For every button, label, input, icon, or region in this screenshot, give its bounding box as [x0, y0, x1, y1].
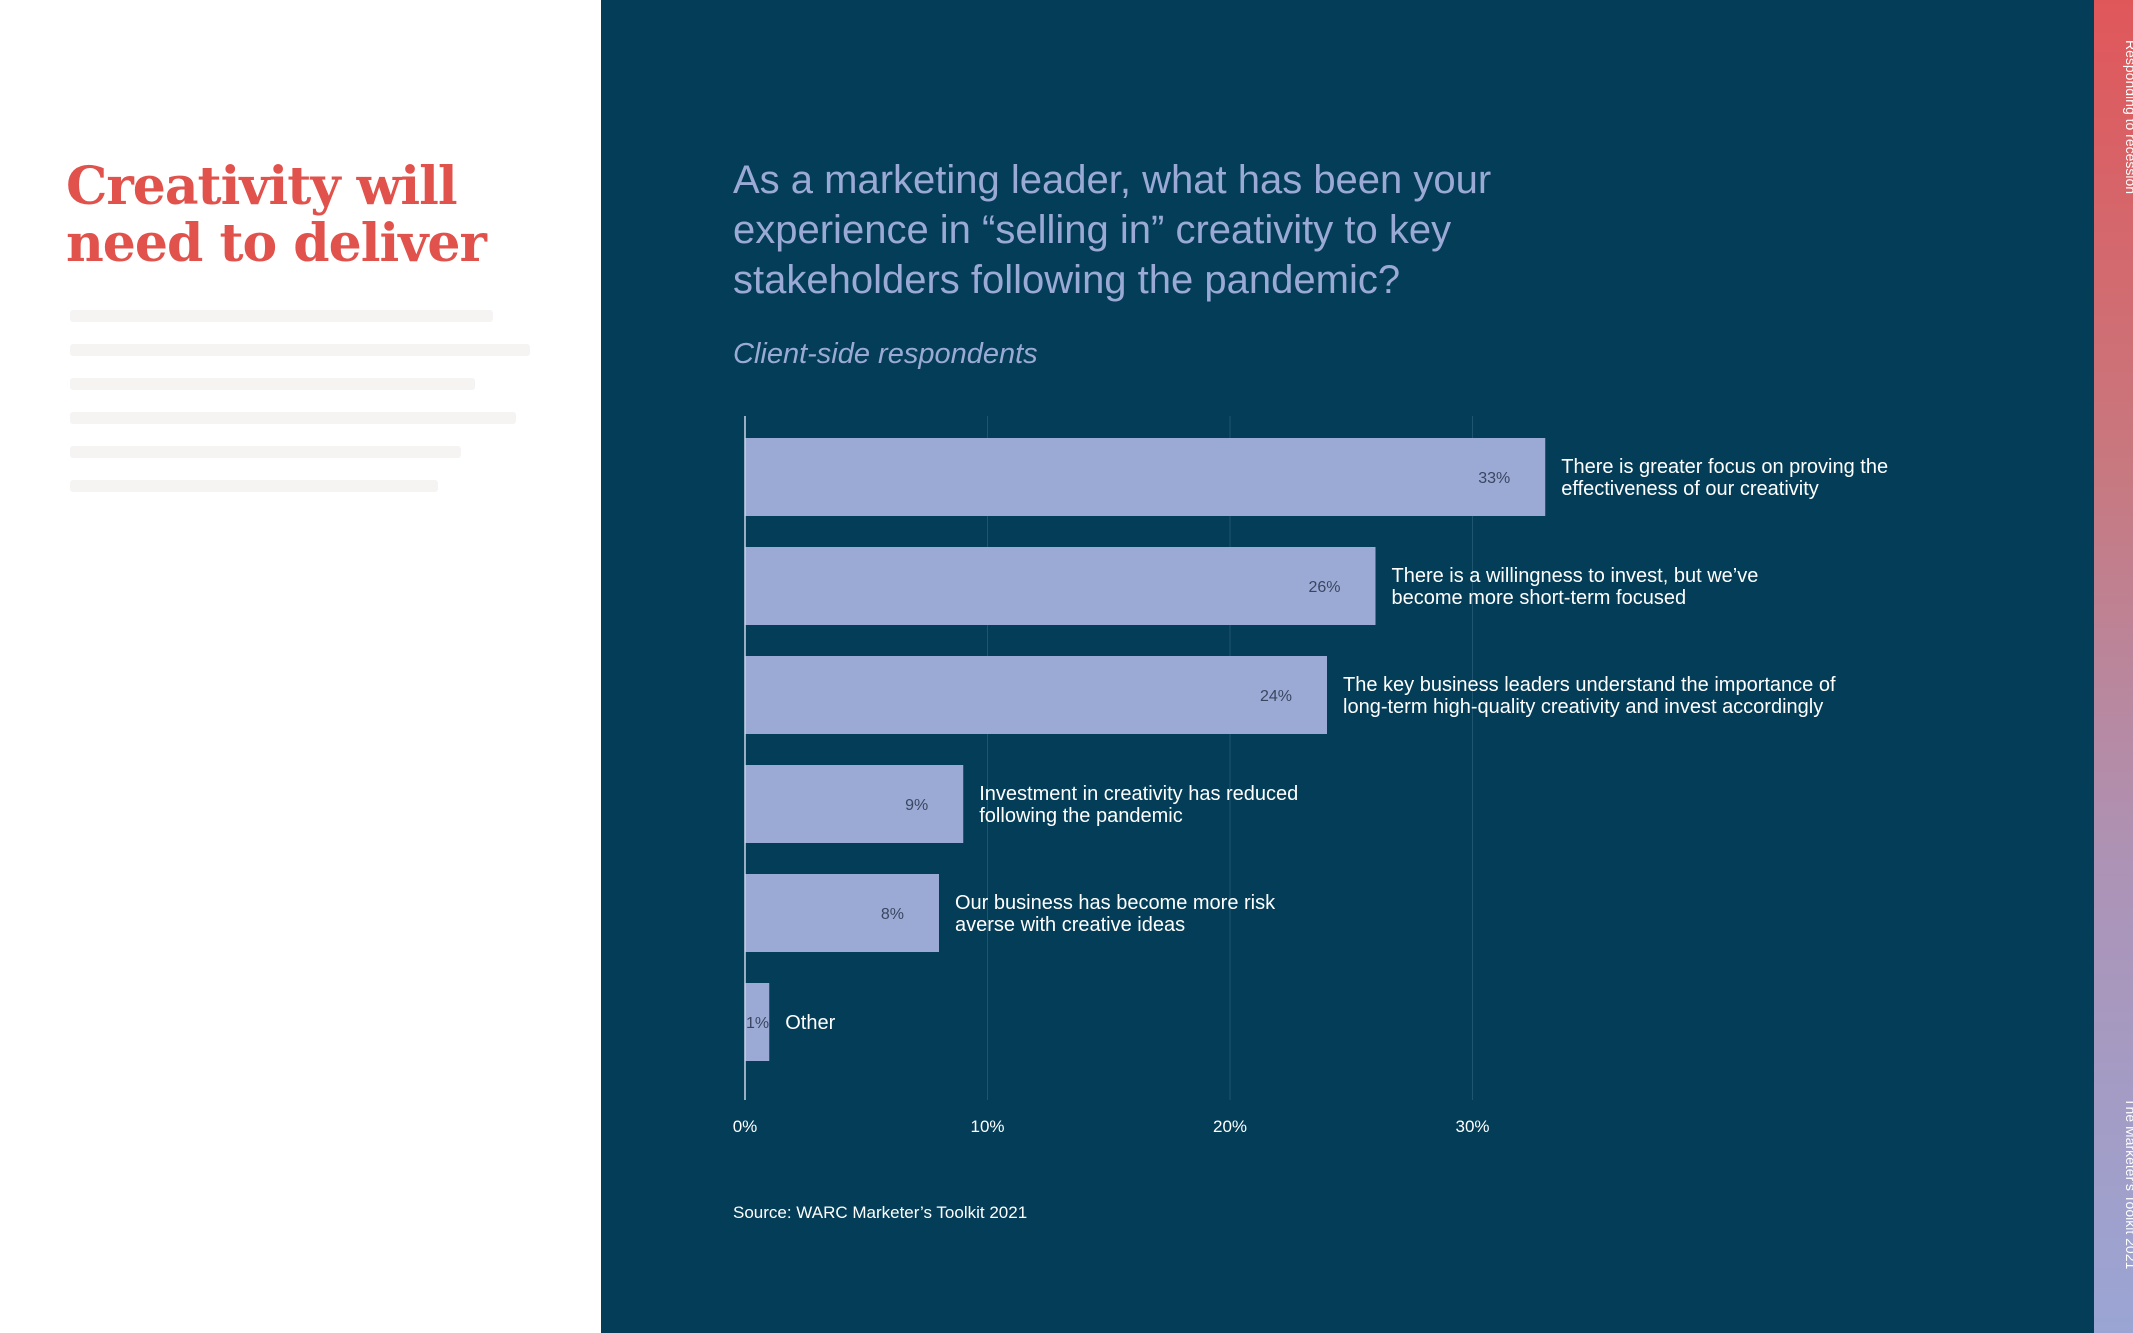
page-title: Creativity will need to deliver: [66, 156, 487, 274]
category-label: effectiveness of our creativity: [1561, 478, 1819, 500]
side-strip: Responding to recession The Marketer's T…: [2094, 0, 2133, 1333]
chart-title: As a marketing leader, what has been you…: [733, 158, 1492, 302]
category-label: Our business has become more risk: [955, 892, 1276, 914]
page-title-line-2: need to deliver: [66, 213, 487, 274]
category-label: following the pandemic: [979, 805, 1182, 827]
category-label: There is greater focus on proving the: [1561, 456, 1888, 478]
category-label: become more short-term focused: [1392, 587, 1687, 609]
data-label: 24%: [1260, 688, 1292, 705]
x-tick-label: 10%: [970, 1117, 1004, 1136]
category-label: long-term high-quality creativity and in…: [1343, 696, 1823, 718]
bar: [745, 765, 964, 843]
data-label: 26%: [1308, 579, 1340, 596]
publication-label: The Marketer's Toolkit 2021: [2123, 1098, 2133, 1270]
category-label: The key business leaders understand the …: [1343, 674, 1836, 696]
data-label: 33%: [1478, 470, 1510, 487]
bar: [745, 874, 939, 952]
data-label: 9%: [905, 797, 928, 814]
x-tick-label: 20%: [1213, 1117, 1247, 1136]
x-tick-label: 0%: [733, 1117, 758, 1136]
x-tick-label: 30%: [1455, 1117, 1489, 1136]
left-panel: Creativity will need to deliver: [0, 0, 601, 1333]
faded-body-text: [70, 310, 530, 514]
bar: [745, 438, 1546, 516]
category-label: averse with creative ideas: [955, 914, 1185, 936]
category-label: There is a willingness to invest, but we…: [1392, 565, 1759, 587]
category-label: Other: [785, 1012, 835, 1034]
data-label: 8%: [881, 906, 904, 923]
source-note: Source: WARC Marketer’s Toolkit 2021: [733, 1203, 1028, 1222]
section-label: Responding to recession: [2123, 40, 2133, 195]
data-label: 1%: [746, 1015, 769, 1032]
bar: [745, 547, 1376, 625]
bar: [745, 983, 770, 1061]
chart-subtitle: Client-side respondents: [733, 338, 1038, 370]
bar: [745, 656, 1327, 734]
category-label: Investment in creativity has reduced: [979, 783, 1298, 805]
page-title-line-1: Creativity will: [66, 156, 458, 217]
